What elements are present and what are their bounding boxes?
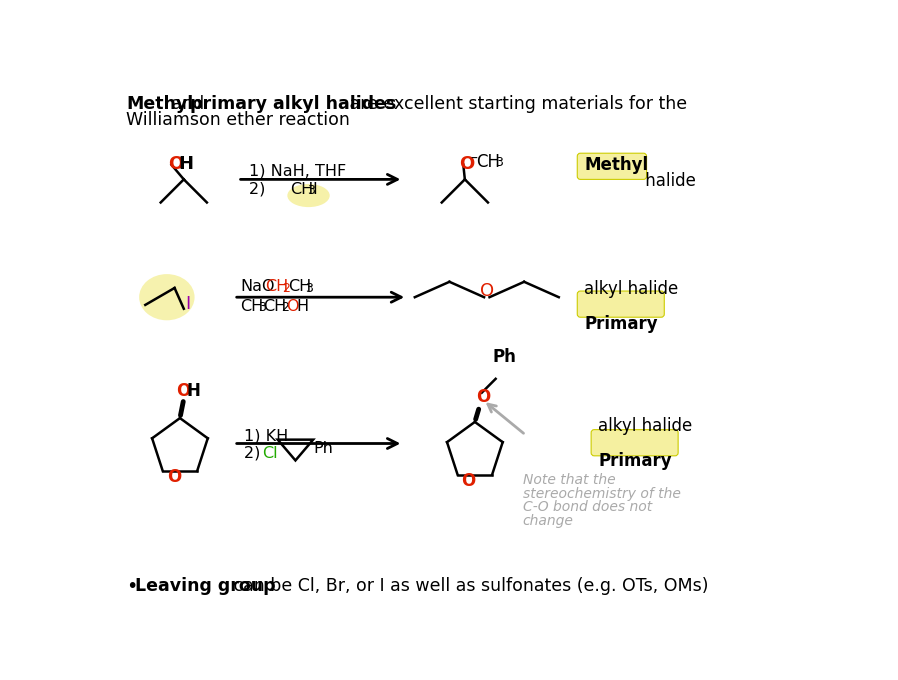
Text: I: I [185, 295, 190, 313]
Text: H: H [296, 299, 308, 313]
Text: 1) KH: 1) KH [244, 428, 288, 443]
Text: alkyl halide: alkyl halide [598, 418, 692, 435]
Text: O: O [480, 282, 495, 300]
Text: change: change [523, 514, 574, 528]
Text: 1) NaH, THF: 1) NaH, THF [250, 163, 347, 178]
Text: halide: halide [639, 171, 696, 190]
Text: are excellent starting materials for the: are excellent starting materials for the [344, 95, 687, 114]
Text: C-O bond does not: C-O bond does not [523, 500, 652, 515]
Text: O: O [462, 472, 476, 490]
Text: 2): 2) [244, 446, 265, 461]
Text: CH: CH [265, 279, 288, 294]
Text: CH: CH [290, 182, 313, 197]
Text: O: O [169, 155, 184, 173]
Text: Leaving group: Leaving group [135, 577, 275, 595]
Text: H: H [187, 382, 201, 400]
Text: NaO: NaO [240, 279, 275, 294]
Text: Methyl: Methyl [585, 156, 648, 174]
Text: 2: 2 [282, 282, 290, 295]
FancyBboxPatch shape [577, 291, 665, 317]
Text: 3: 3 [307, 184, 315, 197]
Text: CH: CH [477, 153, 500, 171]
Text: O: O [460, 155, 475, 173]
Text: –: – [471, 152, 477, 166]
Ellipse shape [287, 184, 330, 207]
Text: CH: CH [263, 299, 286, 313]
FancyBboxPatch shape [591, 430, 678, 456]
Text: stereochemistry of the: stereochemistry of the [523, 487, 681, 500]
Text: H: H [179, 155, 193, 173]
Text: 3: 3 [258, 301, 266, 314]
Text: alkyl halide: alkyl halide [585, 280, 679, 299]
Text: CH: CH [240, 299, 263, 313]
Text: primary alkyl halides: primary alkyl halides [190, 95, 396, 114]
Text: •: • [126, 577, 137, 596]
Text: O: O [176, 382, 190, 400]
Ellipse shape [139, 274, 195, 320]
Text: 2): 2) [250, 182, 270, 197]
Text: Williamson ether reaction: Williamson ether reaction [126, 111, 350, 129]
Text: 2: 2 [281, 301, 288, 314]
Text: CH: CH [287, 279, 311, 294]
Text: can be Cl, Br, or I as well as sulfonates (e.g. OTs, OMs): can be Cl, Br, or I as well as sulfonate… [228, 577, 709, 595]
FancyBboxPatch shape [577, 153, 647, 180]
Text: O: O [167, 469, 180, 486]
Text: 3: 3 [495, 156, 503, 169]
Text: Primary: Primary [585, 315, 658, 333]
Text: and: and [166, 95, 210, 114]
Text: O: O [477, 388, 490, 407]
Text: Ph: Ph [493, 348, 516, 367]
Text: Ph: Ph [313, 441, 333, 456]
Text: Cl: Cl [262, 446, 278, 461]
Text: O: O [286, 299, 299, 313]
Text: Primary: Primary [598, 452, 672, 470]
Text: Methyl: Methyl [126, 95, 193, 114]
Text: Note that the: Note that the [523, 473, 615, 487]
Text: 3: 3 [305, 282, 313, 295]
Text: I: I [313, 182, 317, 197]
